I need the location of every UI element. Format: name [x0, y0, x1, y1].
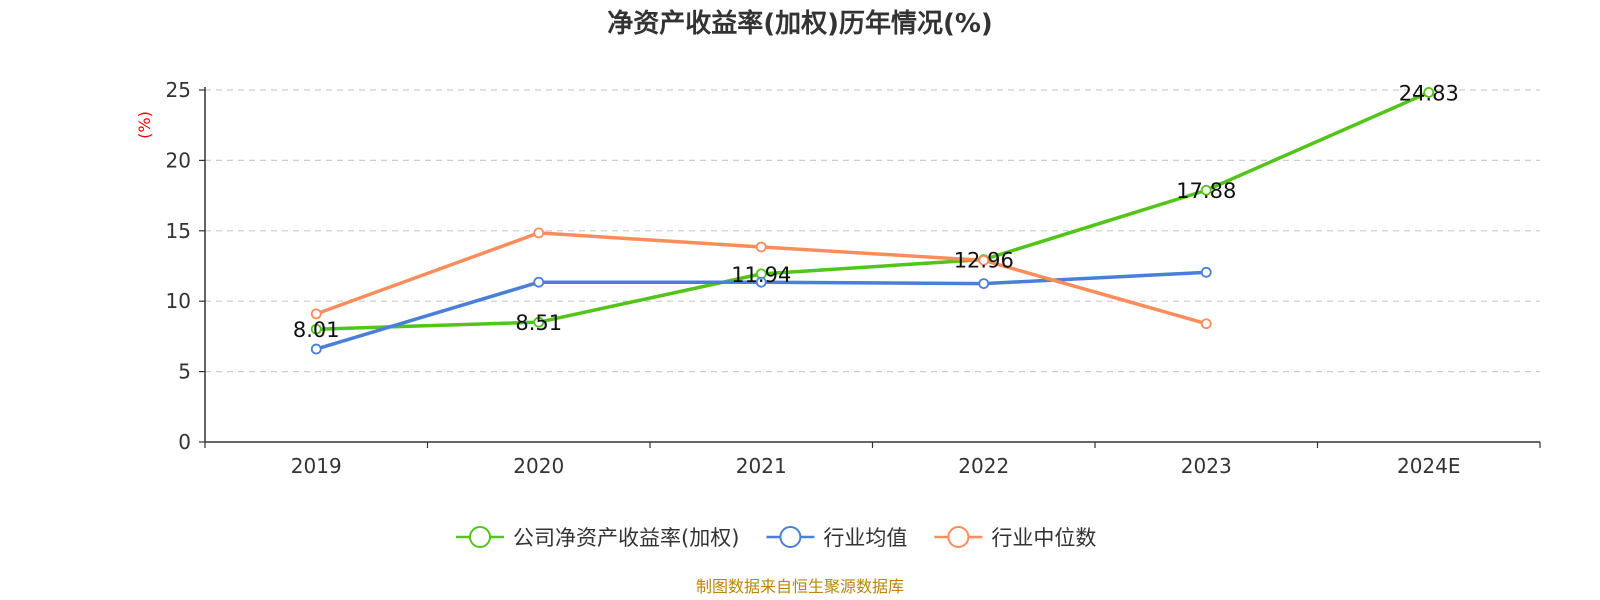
data-point-industry-average [755, 276, 767, 288]
x-tick-label: 2019 [291, 454, 342, 478]
y-tick-label: 10 [166, 289, 191, 313]
data-point-industry-average [1200, 266, 1212, 278]
x-tick-label: 2020 [513, 454, 564, 478]
legend-circle-icon [469, 526, 491, 548]
x-tick-label: 2021 [736, 454, 787, 478]
data-label-company-roe: 12.96 [954, 249, 1014, 273]
legend-item-company-roe[interactable]: 公司净资产收益率(加权) [456, 526, 739, 550]
legend-item-industry-median[interactable]: 行业中位数 [934, 526, 1096, 550]
legend-item-industry-average[interactable]: 行业均值 [766, 526, 907, 550]
y-tick-label: 15 [166, 219, 191, 243]
grid-lines [205, 89, 1540, 373]
data-point-company-roe [1423, 86, 1435, 98]
legend[interactable]: 公司净资产收益率(加权) 行业均值 行业中位数 [456, 526, 1096, 550]
legend-circle-icon [779, 526, 802, 548]
chart-title: 净资产收益率(加权)历年情况(%) [607, 8, 993, 39]
data-label-company-roe: 11.94 [731, 263, 791, 287]
data-label-company-roe: 24.83 [1399, 81, 1459, 105]
legend-label: 行业均值 [823, 526, 907, 550]
source-note: 制图数据来自恒生聚源数据库 [696, 577, 904, 596]
data-point-industry-average [310, 343, 322, 355]
data-point-industry-average [978, 278, 990, 290]
legend-label: 公司净资产收益率(加权) [513, 526, 739, 550]
data-labels: 8.01 8.51 11.94 12.96 17.88 24.83 [293, 81, 1459, 342]
data-point-industry-median [1200, 318, 1212, 330]
data-point-company-roe [1200, 184, 1212, 196]
series-layer [310, 86, 1435, 355]
axes: 0 5 10 15 20 25 2019 2020 2021 2022 2023 2024E [166, 78, 1541, 478]
series-line-company-roe [316, 90, 1430, 331]
y-axis-label: (%) [135, 111, 154, 139]
y-tick-label: 5 [178, 360, 191, 384]
data-label-company-roe: 8.01 [293, 318, 340, 342]
data-point-industry-median [978, 254, 990, 266]
legend-label: 行业中位数 [991, 526, 1096, 550]
data-point-company-roe [533, 316, 545, 328]
data-label-company-roe: 17.88 [1176, 179, 1236, 203]
data-point-industry-median [533, 227, 545, 239]
y-tick-label: 25 [166, 78, 191, 102]
y-tick-label: 20 [166, 148, 191, 172]
x-tick-label: 2024E [1397, 454, 1461, 478]
data-label-company-roe: 8.51 [515, 311, 562, 335]
legend-circle-icon [947, 526, 970, 548]
x-tick-label: 2023 [1181, 454, 1232, 478]
data-point-industry-median [755, 241, 767, 253]
data-point-industry-average [533, 276, 545, 288]
x-tick-label: 2022 [958, 454, 1009, 478]
data-point-industry-median [310, 308, 322, 320]
data-point-company-roe [310, 323, 322, 335]
y-tick-label: 0 [178, 430, 191, 454]
